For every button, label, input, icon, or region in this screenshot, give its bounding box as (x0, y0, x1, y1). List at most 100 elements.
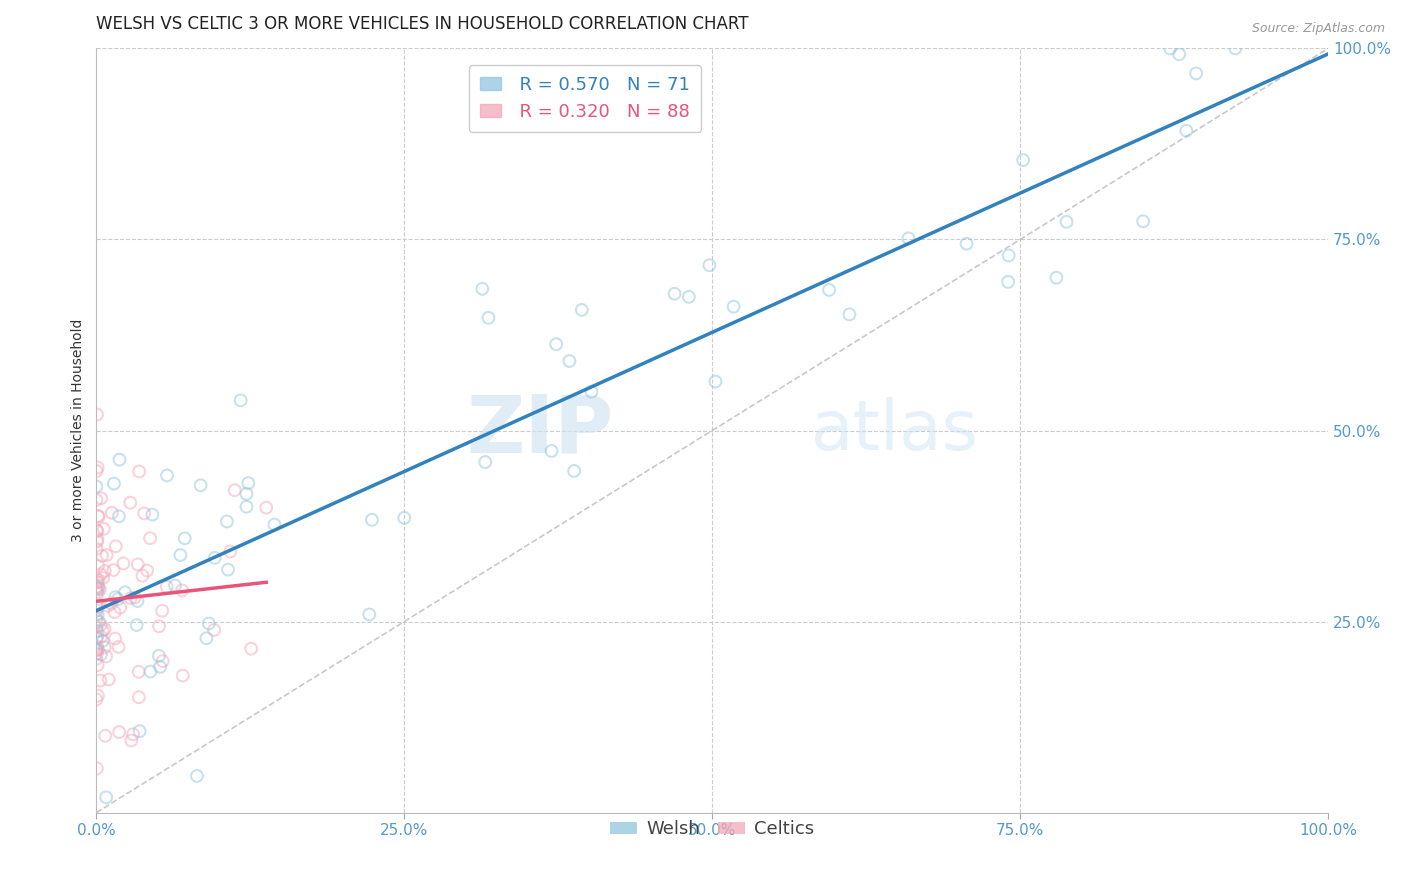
Point (172, 583, 194, 598)
Point (87, 599, 110, 614)
Point (100, 597, 122, 611)
Point (217, 563, 239, 577)
Point (173, 531, 195, 545)
Point (229, 393, 252, 408)
Point (723, 300, 745, 314)
Point (1132, 214, 1154, 228)
Point (86, 464, 108, 478)
Point (86, 639, 108, 653)
Point (136, 564, 159, 578)
Point (86, 761, 108, 775)
Point (471, 282, 494, 296)
Point (148, 648, 170, 663)
Point (89, 673, 111, 688)
Text: ZIP: ZIP (467, 392, 613, 469)
Point (474, 455, 496, 469)
Point (91, 633, 114, 648)
Point (546, 337, 568, 351)
Point (1045, 270, 1067, 285)
Point (108, 452, 131, 467)
Point (86, 575, 108, 590)
Point (86, 603, 108, 617)
Point (87, 573, 110, 587)
Point (359, 607, 381, 622)
Point (581, 384, 603, 399)
Point (997, 248, 1019, 262)
Point (139, 665, 162, 679)
Point (86, 586, 108, 600)
Point (90, 491, 112, 506)
Point (120, 591, 142, 606)
Point (87, 509, 110, 524)
Point (195, 632, 218, 646)
Point (254, 500, 277, 515)
Point (86, 643, 108, 657)
Point (103, 476, 125, 491)
Point (103, 563, 125, 577)
Point (87, 581, 110, 595)
Point (263, 517, 285, 532)
Point (131, 568, 153, 582)
Point (104, 539, 127, 553)
Point (169, 548, 191, 562)
Point (955, 236, 977, 251)
Point (108, 509, 131, 524)
Point (1168, 47, 1191, 62)
Point (93, 522, 115, 536)
Point (235, 487, 257, 501)
Point (148, 619, 170, 633)
Point (87, 642, 110, 657)
Point (394, 511, 416, 525)
Point (1175, 124, 1198, 138)
Point (90, 648, 112, 662)
Point (571, 302, 593, 317)
Point (120, 496, 142, 510)
Point (128, 465, 150, 479)
Point (149, 660, 172, 674)
Point (86, 524, 108, 538)
Point (202, 623, 225, 637)
Point (86, 620, 108, 634)
Point (103, 605, 125, 619)
Point (86, 580, 108, 594)
Point (86, 585, 108, 599)
Point (238, 476, 260, 491)
Point (224, 483, 246, 497)
Point (94, 649, 117, 664)
Point (163, 578, 186, 592)
Point (91, 549, 114, 563)
Point (361, 513, 384, 527)
Point (152, 654, 174, 668)
Text: WELSH VS CELTIC 3 OR MORE VEHICLES IN HOUSEHOLD CORRELATION CHART: WELSH VS CELTIC 3 OR MORE VEHICLES IN HO… (97, 15, 749, 33)
Point (1056, 215, 1078, 229)
Point (90, 630, 112, 644)
Point (86, 607, 108, 622)
Point (86, 541, 108, 556)
Point (87, 508, 110, 523)
Point (664, 286, 686, 301)
Point (114, 585, 136, 599)
Point (91, 571, 114, 585)
Point (112, 557, 135, 571)
Point (86, 658, 108, 673)
Text: Source: ZipAtlas.com: Source: ZipAtlas.com (1251, 22, 1385, 36)
Point (150, 604, 173, 618)
Point (540, 444, 562, 458)
Text: atlas: atlas (811, 397, 979, 464)
Point (1225, 41, 1247, 55)
Point (86, 523, 108, 537)
Point (86, 479, 108, 493)
Point (704, 375, 727, 389)
Point (86, 630, 108, 644)
Y-axis label: 3 or more Vehicles in Household: 3 or more Vehicles in Household (72, 318, 86, 542)
Point (97, 673, 120, 687)
Point (124, 591, 146, 605)
Point (562, 464, 585, 478)
Point (101, 506, 124, 520)
Point (86, 408, 108, 422)
Point (128, 665, 150, 679)
Point (108, 600, 131, 615)
Point (86, 612, 108, 626)
Point (86, 575, 108, 590)
Point (86, 599, 108, 614)
